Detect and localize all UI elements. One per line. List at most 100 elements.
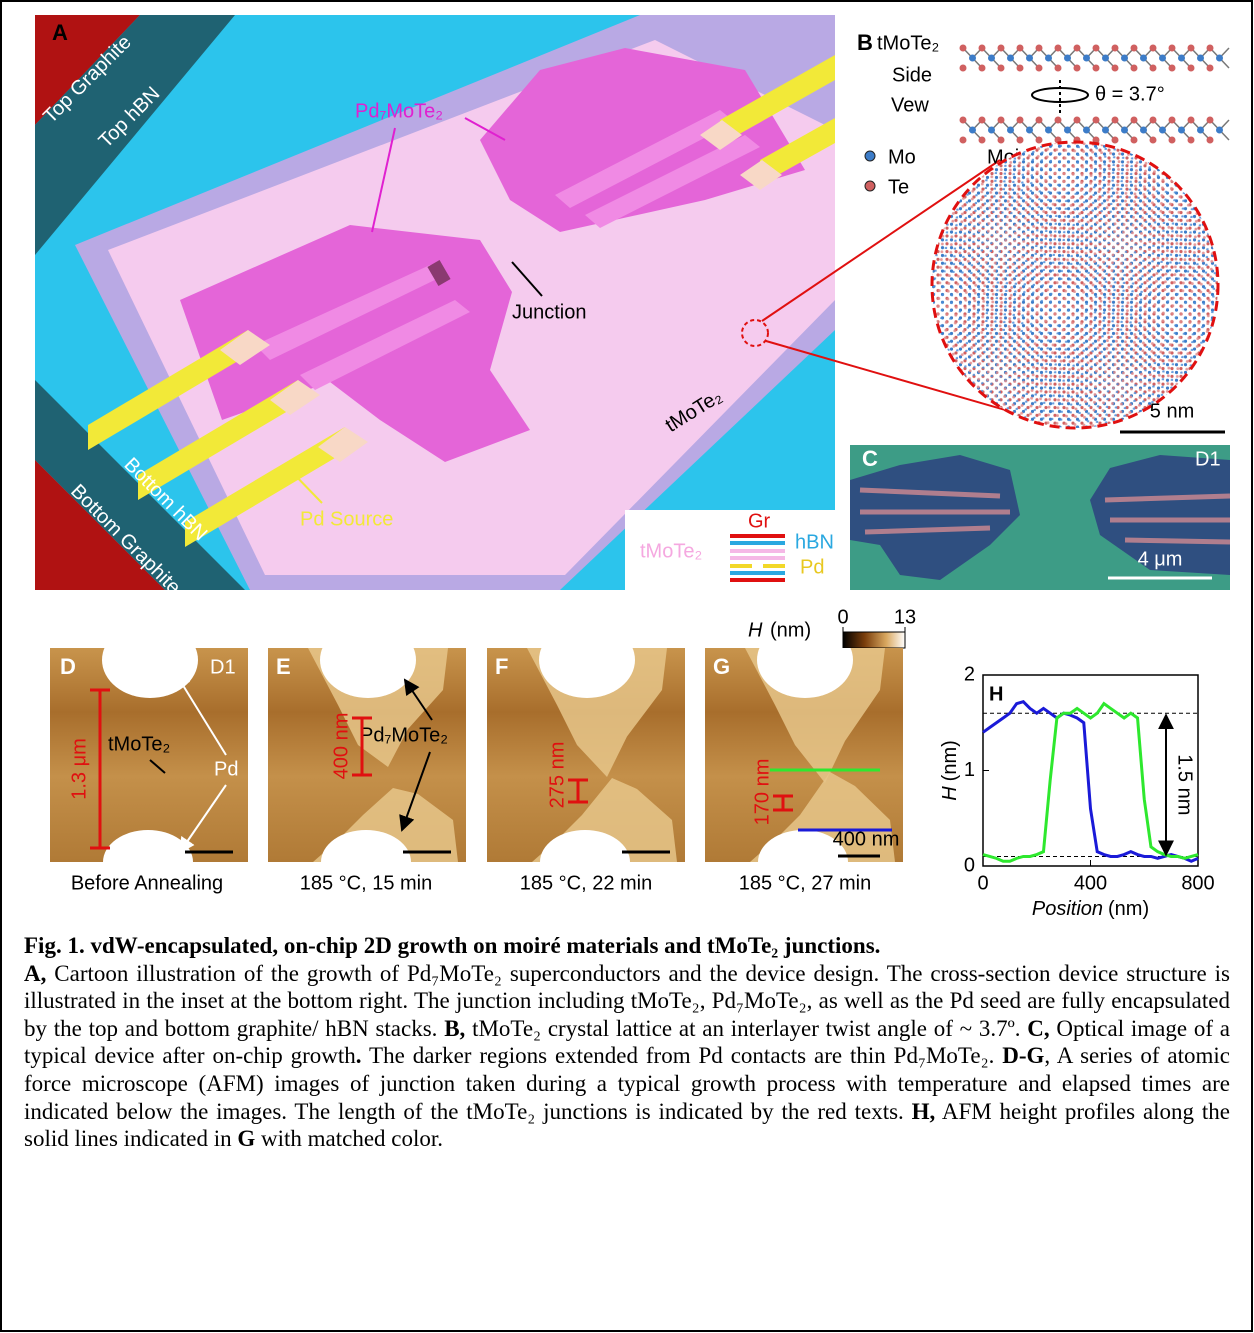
te-atom xyxy=(1055,65,1062,72)
caption-text: A, xyxy=(24,961,46,986)
mo-atom xyxy=(1121,127,1128,134)
annotation: 1.5 nm xyxy=(1174,754,1196,815)
te-atom xyxy=(1112,65,1119,72)
te-atom xyxy=(1036,65,1043,72)
mo-atom xyxy=(1026,127,1033,134)
te-atom xyxy=(1112,137,1119,144)
te-atom xyxy=(1188,65,1195,72)
label: Pd Source xyxy=(300,508,393,530)
label: Side xyxy=(892,64,932,86)
te-atom xyxy=(1093,117,1100,124)
label: 1.3 μm xyxy=(68,738,90,800)
pd-contact xyxy=(539,622,635,698)
caption: Fig. 1. vdW-encapsulated, on-chip 2D gro… xyxy=(24,932,1230,1153)
label: (nm) xyxy=(770,619,811,641)
label: 5 nm xyxy=(1150,400,1194,422)
te-atom xyxy=(1131,117,1138,124)
mo-atom xyxy=(1216,127,1223,134)
te-atom xyxy=(1017,65,1024,72)
te-atom xyxy=(1150,137,1157,144)
mo-atom xyxy=(1064,55,1071,62)
mo-atom xyxy=(1007,55,1014,62)
label: F xyxy=(495,654,508,679)
label: A xyxy=(52,20,68,45)
y-tick-label: 0 xyxy=(964,854,975,876)
x-axis-label-var: Position xyxy=(1032,898,1103,920)
label: H xyxy=(748,619,763,641)
page: A Top Graphite Top hBN Bottom hBN Bottom… xyxy=(0,0,1254,1333)
caption-text: G xyxy=(237,1126,255,1151)
te-atom xyxy=(998,117,1005,124)
x-axis-label: Position(nm) xyxy=(1032,898,1149,920)
mo-atom xyxy=(1159,55,1166,62)
label: Vew xyxy=(891,94,929,116)
caption-text: D-G xyxy=(1002,1043,1044,1068)
shape xyxy=(730,578,785,582)
te-atom xyxy=(1093,65,1100,72)
label: Before Annealing xyxy=(71,872,223,894)
te-atom xyxy=(1017,45,1024,52)
caption-text: The darker regions extended from Pd cont… xyxy=(362,1043,1003,1068)
label: tMoTe₂ xyxy=(640,540,702,562)
shape xyxy=(730,571,785,575)
te-atom xyxy=(979,137,986,144)
label: 400 nm xyxy=(833,828,900,850)
te-atom xyxy=(1188,45,1195,52)
label: tMoTe₂ xyxy=(877,32,939,54)
label: 185 °C, 22 min xyxy=(520,872,653,894)
te-atom xyxy=(998,65,1005,72)
te-atom xyxy=(960,65,967,72)
label: θ = 3.7° xyxy=(1095,83,1165,105)
label: D1 xyxy=(1195,448,1221,470)
mo-atom xyxy=(1102,55,1109,62)
label: 400 nm xyxy=(330,713,352,780)
label: Pd xyxy=(214,758,238,780)
te-atom xyxy=(1150,65,1157,72)
mo-atom xyxy=(1216,55,1223,62)
colorbar-tick-label: 0 xyxy=(837,606,848,628)
te-atom xyxy=(979,117,986,124)
shape xyxy=(730,556,785,560)
label: Te xyxy=(888,176,909,198)
te-atom xyxy=(979,65,986,72)
afm-image xyxy=(705,622,903,894)
te-atom xyxy=(979,45,986,52)
te-atom xyxy=(1017,137,1024,144)
te-atom xyxy=(1131,45,1138,52)
shape xyxy=(763,564,785,568)
te-atom xyxy=(1207,137,1214,144)
label: tMoTe₂ xyxy=(108,733,170,755)
te-atom xyxy=(1207,65,1214,72)
shape xyxy=(1125,540,1230,542)
te-atom xyxy=(1074,45,1081,52)
caption-text: B, xyxy=(444,1016,465,1041)
te-atom xyxy=(998,45,1005,52)
y-axis-label-var: H xyxy=(939,786,961,801)
te-atom xyxy=(1207,45,1214,52)
mo-atom xyxy=(1083,55,1090,62)
mo-atom xyxy=(1178,55,1185,62)
te-atom xyxy=(1169,65,1176,72)
x-tick-label: 400 xyxy=(1074,872,1107,894)
mo-atom xyxy=(1140,55,1147,62)
mo-atom xyxy=(1045,127,1052,134)
shape xyxy=(730,549,785,553)
mo-atom xyxy=(1083,127,1090,134)
te-atom xyxy=(1169,45,1176,52)
label: 185 °C, 27 min xyxy=(739,872,872,894)
te-atom xyxy=(1112,117,1119,124)
label: D xyxy=(60,654,76,679)
te-atom xyxy=(1188,137,1195,144)
te-atom xyxy=(1169,137,1176,144)
mo-atom xyxy=(1007,127,1014,134)
label: E xyxy=(276,654,291,679)
te-atom xyxy=(1112,45,1119,52)
mo-atom xyxy=(969,55,976,62)
shape xyxy=(865,151,875,161)
te-atom xyxy=(1055,117,1062,124)
panel-label: H xyxy=(989,683,1003,705)
label: 170 nm xyxy=(751,759,773,826)
mo-atom xyxy=(1064,127,1071,134)
shape xyxy=(730,541,785,545)
label: Junction xyxy=(512,301,587,323)
